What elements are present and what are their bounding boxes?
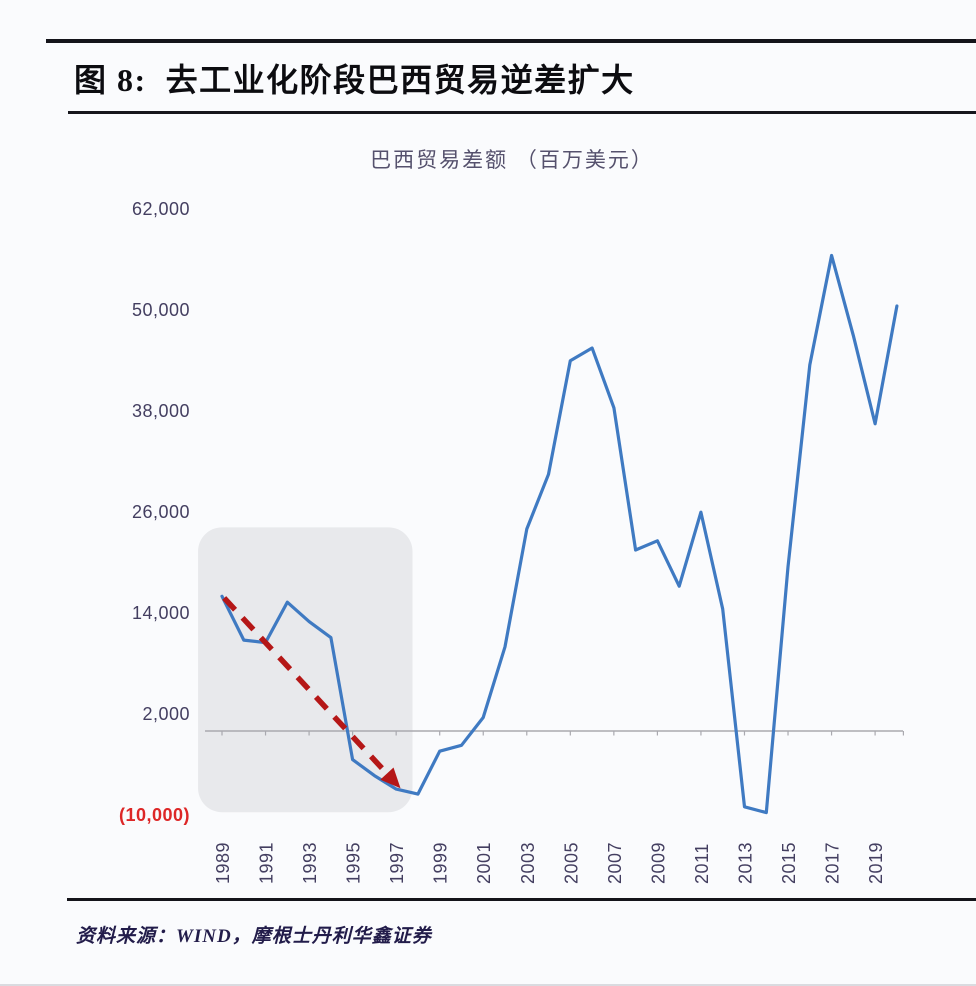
x-axis-label: 1997 (387, 842, 407, 884)
bottom-divider (67, 898, 976, 902)
x-axis-label: 1999 (431, 842, 451, 884)
y-axis-label: (10,000) (119, 805, 190, 825)
x-axis-label: 1995 (344, 842, 364, 884)
source-note: 资料来源：WIND，摩根士丹利华鑫证券 (76, 926, 432, 947)
x-axis-label: 1989 (213, 842, 233, 884)
chart-title: 巴西贸易差额 （百万美元） (370, 149, 654, 172)
y-axis-label: 2,000 (142, 704, 190, 724)
x-axis-label: 2007 (605, 842, 625, 884)
x-axis-label: 2011 (692, 843, 712, 884)
x-axis-label: 2003 (518, 842, 538, 884)
x-axis-label: 2013 (735, 842, 755, 884)
x-axis-label: 2009 (648, 842, 668, 884)
x-axis-label: 2005 (561, 842, 581, 884)
page-edge (0, 984, 976, 986)
title-divider (68, 111, 976, 114)
y-axis-label: 50,000 (132, 300, 190, 320)
trend-arrow-shaft (222, 596, 389, 776)
x-axis-label: 1993 (300, 842, 320, 884)
figure-title: 图 8: 去工业化阶段巴西贸易逆差扩大 (74, 62, 635, 98)
y-axis-label: 38,000 (132, 401, 190, 421)
trend-arrow-head (380, 767, 401, 789)
x-axis-label: 1991 (257, 842, 277, 884)
top-divider (46, 39, 976, 43)
y-axis-label: 14,000 (132, 603, 190, 623)
x-axis-label: 2017 (823, 842, 843, 884)
y-axis-label: 26,000 (132, 502, 190, 522)
x-axis-label: 2001 (474, 842, 494, 884)
x-axis-label: 2015 (779, 842, 799, 884)
trade-balance-line (220, 253, 899, 815)
y-axis-label: 62,000 (132, 199, 190, 219)
x-axis-label: 2019 (866, 842, 886, 884)
